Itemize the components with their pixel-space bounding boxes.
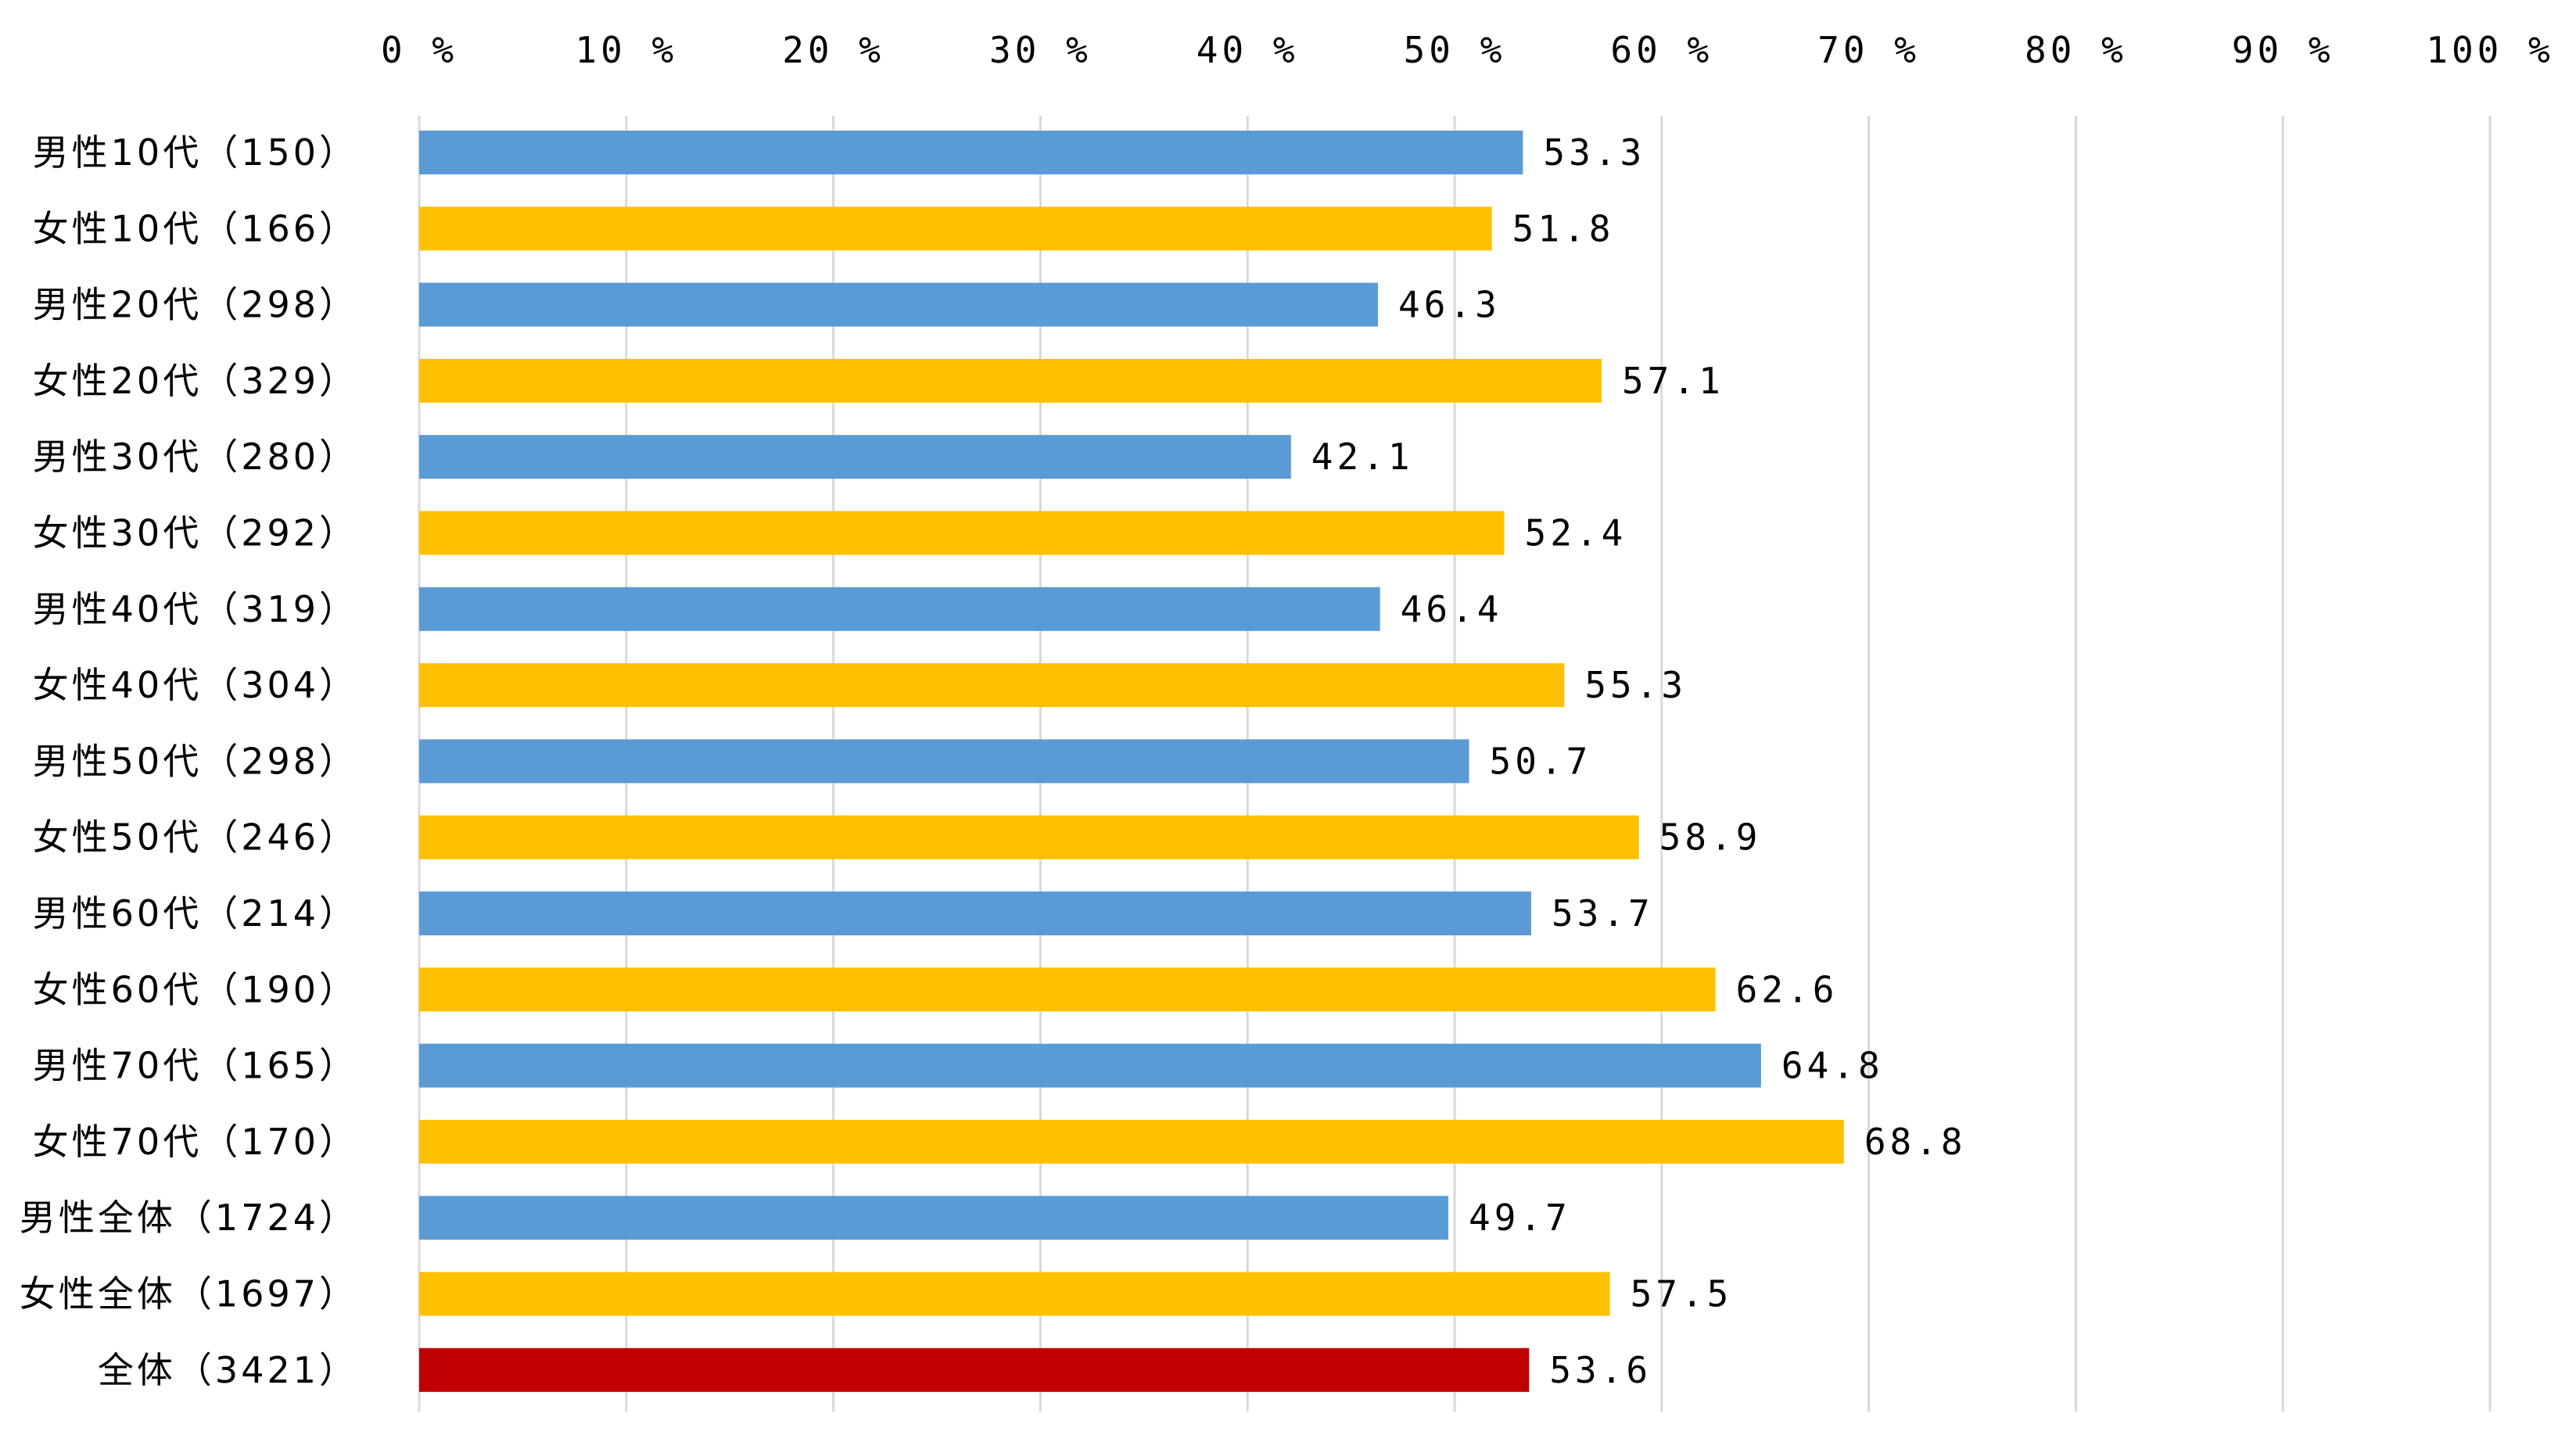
x-axis-ticks: 0 % 10 % 20 % 30 % 40 % 50 % 60 % 70 % 80 % 90 % 1… bbox=[381, 29, 2553, 71]
data-label: 53.7 bbox=[1552, 892, 1654, 935]
category-label: 女性50代（246） bbox=[33, 816, 358, 859]
bar bbox=[419, 1119, 1844, 1164]
bar bbox=[419, 815, 1639, 859]
bar bbox=[419, 663, 1565, 708]
category-label: 女性40代（304） bbox=[33, 664, 358, 706]
data-label: 57.1 bbox=[1622, 360, 1724, 402]
x-tick-label: 80 % bbox=[2025, 29, 2127, 71]
category-label: 全体（3421） bbox=[98, 1349, 358, 1391]
x-tick-label: 40 % bbox=[1197, 29, 1299, 71]
data-label: 46.4 bbox=[1401, 588, 1503, 630]
data-label: 64.8 bbox=[1781, 1045, 1884, 1087]
x-tick-label: 50 % bbox=[1404, 29, 1506, 71]
bar bbox=[419, 131, 1523, 174]
x-tick-label: 10 % bbox=[575, 29, 677, 71]
bar bbox=[419, 1043, 1761, 1088]
category-label: 男性50代（298） bbox=[33, 740, 358, 782]
x-tick-label: 100 % bbox=[2426, 29, 2553, 71]
category-label: 男性60代（214） bbox=[33, 892, 358, 935]
category-label: 女性10代（166） bbox=[33, 207, 358, 249]
bar bbox=[419, 1196, 1449, 1240]
bar bbox=[419, 511, 1505, 555]
data-labels: 53.3 51.8 46.3 57.1 42.1 52.4 46.4 55.3 50.7 58.9… bbox=[1311, 131, 1967, 1391]
category-label: 男性10代（150） bbox=[33, 131, 358, 174]
bar bbox=[419, 967, 1716, 1012]
data-label: 68.8 bbox=[1864, 1121, 1967, 1163]
data-label: 46.3 bbox=[1398, 284, 1501, 326]
x-tick-label: 70 % bbox=[1817, 29, 1920, 71]
data-label: 49.7 bbox=[1469, 1197, 1571, 1239]
bar bbox=[419, 892, 1531, 935]
data-label: 50.7 bbox=[1490, 740, 1592, 782]
data-label: 55.3 bbox=[1584, 664, 1687, 706]
data-label: 58.9 bbox=[1659, 816, 1762, 859]
data-label: 51.8 bbox=[1512, 207, 1615, 249]
bar bbox=[419, 739, 1469, 784]
x-tick-label: 30 % bbox=[989, 29, 1092, 71]
data-label: 53.6 bbox=[1549, 1349, 1652, 1391]
category-label: 女性70代（170） bbox=[33, 1121, 358, 1163]
x-tick-label: 20 % bbox=[782, 29, 884, 71]
category-label: 女性全体（1697） bbox=[20, 1273, 358, 1315]
bar bbox=[419, 358, 1602, 403]
data-label: 62.6 bbox=[1736, 968, 1839, 1010]
data-label: 42.1 bbox=[1311, 436, 1414, 478]
category-label: 男性20代（298） bbox=[33, 284, 358, 326]
bar bbox=[419, 587, 1380, 631]
category-label: 女性30代（292） bbox=[33, 512, 358, 554]
category-label: 男性70代（165） bbox=[33, 1045, 358, 1087]
data-label: 53.3 bbox=[1543, 131, 1645, 174]
bar bbox=[419, 1272, 1610, 1316]
bar bbox=[419, 206, 1492, 251]
data-label: 57.5 bbox=[1631, 1273, 1733, 1315]
category-label: 男性40代（319） bbox=[33, 588, 358, 630]
bar bbox=[419, 1347, 1530, 1392]
category-label: 女性60代（190） bbox=[33, 968, 358, 1010]
bar bbox=[419, 435, 1291, 479]
category-labels: 男性10代（150） 女性10代（166） 男性20代（298） 女性20代（329）… bbox=[20, 131, 358, 1391]
bars bbox=[419, 131, 1844, 1392]
x-tick-label: 60 % bbox=[1610, 29, 1713, 71]
x-tick-label: 0 % bbox=[381, 29, 457, 71]
data-label: 52.4 bbox=[1525, 512, 1627, 554]
category-label: 男性30代（280） bbox=[33, 436, 358, 478]
bar bbox=[419, 282, 1379, 327]
category-label: 男性全体（1724） bbox=[20, 1197, 358, 1239]
x-tick-label: 90 % bbox=[2232, 29, 2334, 71]
category-label: 女性20代（329） bbox=[33, 360, 358, 402]
